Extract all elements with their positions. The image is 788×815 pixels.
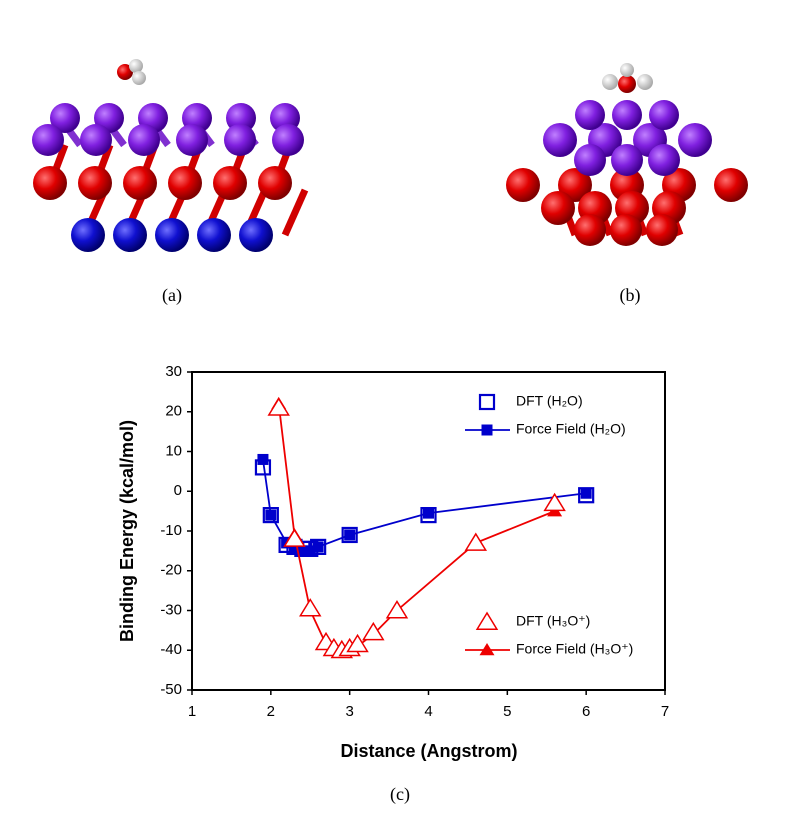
atom bbox=[575, 100, 605, 130]
marker bbox=[267, 397, 290, 416]
atom bbox=[648, 144, 680, 176]
atom bbox=[132, 71, 146, 85]
y-tick-label: 10 bbox=[165, 442, 182, 459]
bond bbox=[281, 188, 309, 237]
legend-item: DFT (H₃O⁺) bbox=[475, 611, 590, 630]
x-tick-label: 5 bbox=[503, 703, 511, 720]
marker bbox=[362, 621, 385, 641]
marker bbox=[420, 507, 437, 524]
atom bbox=[258, 166, 292, 200]
marker bbox=[423, 507, 434, 519]
atom bbox=[611, 144, 643, 176]
legend-label: DFT (H₃O⁺) bbox=[516, 613, 590, 629]
atom bbox=[224, 124, 256, 156]
atom bbox=[272, 124, 304, 156]
legend-label: Force Field (H₂O) bbox=[516, 421, 626, 437]
y-tick-label: -40 bbox=[160, 641, 182, 658]
atom bbox=[33, 166, 67, 200]
x-tick-label: 1 bbox=[188, 703, 196, 720]
marker bbox=[344, 529, 356, 541]
marker bbox=[385, 600, 409, 619]
marker bbox=[580, 487, 592, 499]
marker bbox=[265, 509, 277, 521]
panel-label: (b) bbox=[620, 285, 641, 306]
atom bbox=[78, 166, 112, 200]
atom bbox=[541, 191, 575, 225]
atom bbox=[117, 64, 133, 80]
atom bbox=[213, 166, 247, 200]
legend-label: Force Field (H₃O⁺) bbox=[516, 641, 633, 657]
legend-item: DFT (H₂O) bbox=[478, 393, 583, 411]
molecule-illustrations bbox=[32, 59, 748, 252]
series-line bbox=[262, 459, 587, 552]
legend-label: DFT (H₂O) bbox=[516, 393, 583, 409]
y-tick-label: -30 bbox=[160, 601, 182, 618]
x-axis-title: Distance (Angstrom) bbox=[340, 741, 517, 761]
x-tick-label: 6 bbox=[582, 703, 590, 720]
legend-marker bbox=[478, 393, 496, 411]
x-tick-label: 4 bbox=[424, 703, 432, 720]
y-tick-label: 20 bbox=[165, 403, 182, 420]
atom bbox=[618, 75, 636, 93]
atom bbox=[155, 218, 189, 252]
marker bbox=[283, 528, 306, 547]
atom bbox=[128, 124, 160, 156]
x-tick-label: 3 bbox=[345, 703, 353, 720]
marker bbox=[341, 526, 358, 544]
marker bbox=[346, 633, 369, 653]
atom bbox=[113, 218, 147, 252]
atom bbox=[80, 124, 112, 156]
legend-item: Force Field (H₃O⁺) bbox=[465, 641, 633, 657]
y-axis-title: Binding Energy (kcal/mol) bbox=[117, 420, 137, 642]
atom bbox=[176, 124, 208, 156]
atom bbox=[637, 74, 653, 90]
legend-item: Force Field (H₂O) bbox=[465, 421, 626, 437]
y-tick-label: 0 bbox=[174, 482, 182, 499]
atom bbox=[543, 123, 577, 157]
y-tick-label: -20 bbox=[160, 562, 182, 579]
marker bbox=[262, 507, 279, 524]
atom bbox=[32, 124, 64, 156]
x-tick-label: 7 bbox=[661, 703, 669, 720]
y-tick-label: 30 bbox=[165, 363, 182, 380]
atom bbox=[602, 74, 618, 90]
atom bbox=[239, 218, 273, 252]
legend-marker bbox=[479, 643, 495, 656]
atom bbox=[612, 100, 642, 130]
atom bbox=[197, 218, 231, 252]
atom bbox=[71, 218, 105, 252]
marker bbox=[543, 492, 566, 512]
atom bbox=[678, 123, 712, 157]
atom bbox=[610, 214, 642, 246]
legend-marker bbox=[481, 424, 493, 436]
atom bbox=[129, 59, 143, 73]
legend-marker bbox=[475, 611, 499, 630]
marker bbox=[464, 532, 488, 551]
y-tick-label: -50 bbox=[160, 681, 182, 698]
atom bbox=[574, 214, 606, 246]
x-tick-label: 2 bbox=[267, 703, 275, 720]
panel-label: (a) bbox=[162, 285, 182, 306]
atom bbox=[649, 100, 679, 130]
atom bbox=[714, 168, 748, 202]
atom bbox=[620, 63, 634, 77]
marker bbox=[310, 538, 327, 556]
atom bbox=[574, 144, 606, 176]
panel-label: (c) bbox=[390, 784, 410, 805]
marker bbox=[299, 598, 322, 617]
atom bbox=[123, 166, 157, 200]
atom bbox=[50, 103, 80, 133]
y-tick-label: -10 bbox=[160, 522, 182, 539]
atom bbox=[506, 168, 540, 202]
atom bbox=[646, 214, 678, 246]
marker bbox=[578, 487, 595, 504]
marker bbox=[254, 459, 272, 476]
atom bbox=[168, 166, 202, 200]
